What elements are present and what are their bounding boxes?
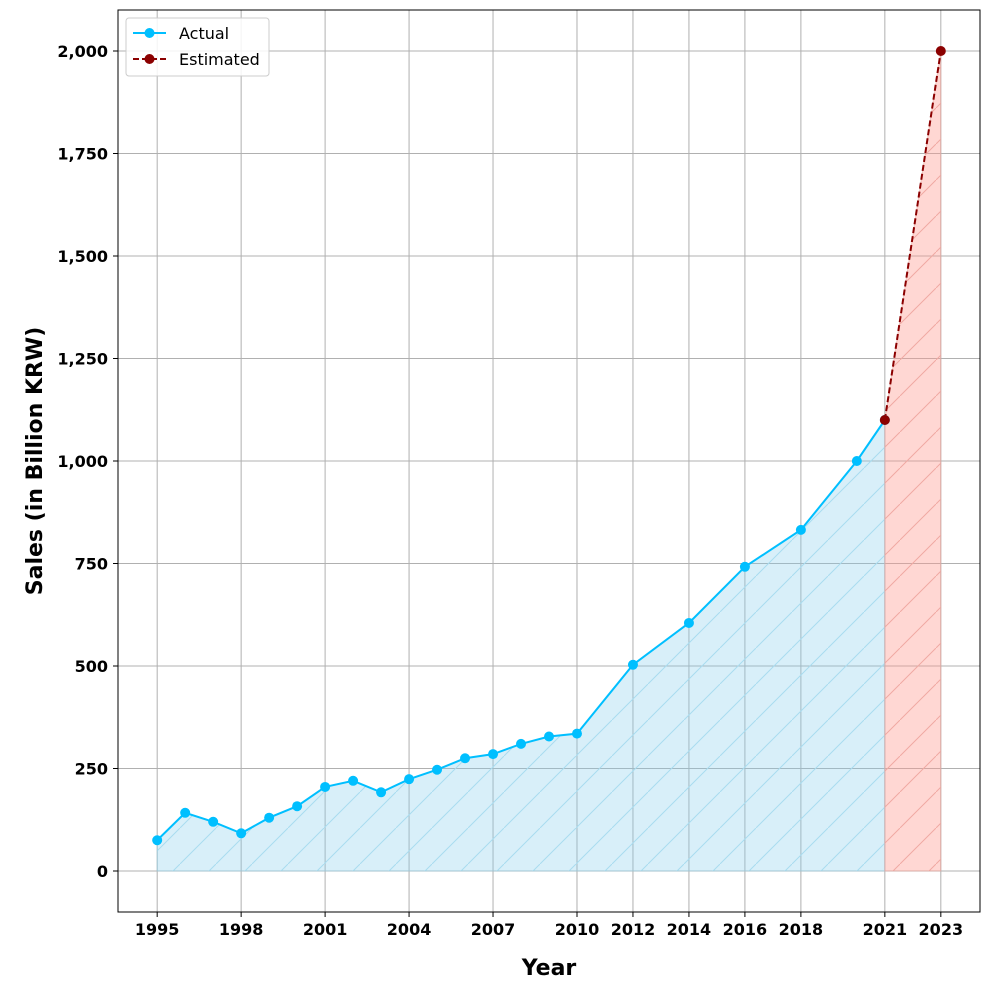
y-tick-label: 500 — [75, 657, 108, 676]
x-tick-label: 2014 — [667, 920, 712, 939]
y-tick-label: 1,000 — [57, 452, 108, 471]
data-point-actual — [795, 524, 806, 535]
x-tick-label: 1995 — [135, 920, 180, 939]
series-points — [152, 46, 946, 846]
x-tick-label: 2010 — [555, 920, 600, 939]
data-point-actual — [236, 828, 247, 839]
y-tick-label: 1,750 — [57, 145, 108, 164]
x-tick-label: 2004 — [387, 920, 432, 939]
y-tick-label: 1,250 — [57, 350, 108, 369]
x-tick-label: 2012 — [611, 920, 656, 939]
x-tick-label: 2021 — [863, 920, 908, 939]
area-hatch-actual — [156, 418, 886, 872]
x-tick-label: 2001 — [303, 920, 348, 939]
y-axis-ticks: 0 250 500 750 1,000 1,250 1,500 1,750 2,000 — [57, 42, 118, 881]
x-tick-label: 2023 — [919, 920, 964, 939]
series-line-estimated — [883, 50, 942, 421]
data-point-actual — [432, 764, 443, 775]
data-point-actual — [627, 659, 638, 670]
series-lines — [156, 50, 942, 841]
data-point-actual — [264, 812, 275, 823]
x-tick-label: 1998 — [219, 920, 264, 939]
data-point-actual — [516, 738, 527, 749]
data-point-actual — [376, 787, 387, 798]
x-tick-label: 2018 — [779, 920, 824, 939]
data-point-actual — [571, 728, 582, 739]
data-point-actual — [348, 775, 359, 786]
y-tick-label: 750 — [75, 555, 108, 574]
legend-marker-estimated — [144, 54, 155, 64]
legend: Actual Estimated — [125, 17, 270, 77]
data-point-actual — [404, 774, 415, 785]
legend-marker-actual — [144, 28, 155, 38]
data-point-actual — [851, 456, 862, 466]
data-point-actual — [460, 753, 471, 764]
data-point-actual — [152, 835, 163, 846]
x-axis-ticks: 1995 1998 2001 2004 2007 2010 2012 2014 2016 2018… — [135, 912, 963, 939]
data-point-estimated — [935, 46, 946, 56]
x-tick-label: 2016 — [723, 920, 768, 939]
y-tick-label: 2,000 — [57, 42, 108, 61]
area-fills — [156, 50, 942, 872]
x-axis-title: Year — [521, 956, 577, 981]
legend-label-actual: Actual — [179, 24, 229, 43]
data-point-actual — [320, 781, 331, 792]
data-point-actual — [544, 731, 554, 742]
area-hatch-estimated — [884, 50, 942, 872]
data-point-actual — [488, 749, 499, 760]
x-tick-label: 2007 — [471, 920, 516, 939]
data-point-actual — [739, 561, 750, 572]
series-line-actual — [156, 419, 886, 841]
legend-label-estimated: Estimated — [179, 50, 260, 69]
data-point-actual — [683, 617, 694, 628]
data-point-estimated — [879, 415, 890, 425]
data-point-actual — [180, 807, 191, 818]
data-point-actual — [208, 816, 219, 827]
y-tick-label: 250 — [75, 760, 108, 779]
y-tick-label: 1,500 — [57, 247, 108, 266]
data-point-actual — [292, 801, 303, 812]
y-axis-title: Sales (in Billion KRW) — [23, 327, 48, 596]
y-tick-label: 0 — [97, 862, 108, 881]
